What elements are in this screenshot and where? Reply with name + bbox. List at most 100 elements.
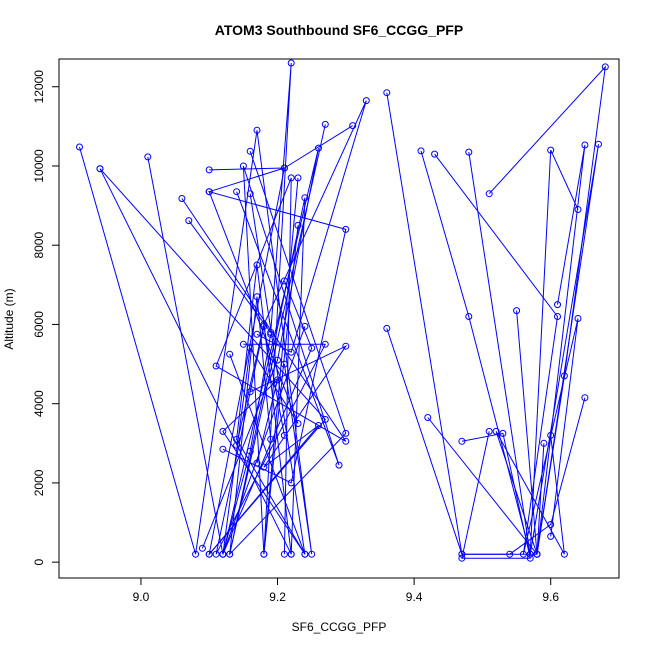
data-point: [547, 431, 555, 439]
data-point: [280, 431, 288, 439]
data-point: [253, 293, 261, 301]
data-point: [287, 59, 295, 67]
data-point: [294, 174, 302, 182]
data-point: [287, 348, 295, 356]
data-point: [321, 340, 329, 348]
data-point: [601, 63, 609, 71]
data-point: [301, 550, 309, 558]
chart-title: ATOM3 Southbound SF6_CCGG_PFP: [215, 22, 463, 38]
series-line: [488, 65, 607, 555]
data-point: [383, 89, 391, 97]
x-tick-label: 9.6: [542, 590, 559, 604]
data-point: [301, 322, 309, 330]
plot-frame: [58, 58, 620, 579]
data-point: [287, 550, 295, 558]
data-point: [267, 330, 275, 338]
y-tick-label: 6000: [32, 311, 46, 338]
data-point: [198, 544, 206, 552]
y-axis: 0 2000 4000 6000 8000 10000 12000: [32, 70, 60, 565]
data-point: [280, 277, 288, 285]
y-tick-label: 12000: [32, 70, 46, 104]
data-point: [321, 120, 329, 128]
data-point: [526, 554, 534, 562]
data-point: [253, 261, 261, 269]
data-point: [335, 461, 343, 469]
x-axis: 9.0 9.2 9.4 9.6: [133, 577, 559, 604]
data-point: [308, 344, 316, 352]
data-point: [233, 441, 241, 449]
data-point: [219, 445, 227, 453]
data-point: [315, 422, 322, 429]
y-tick-label: 10000: [32, 149, 46, 183]
data-series: [96, 120, 329, 558]
data-series: [178, 174, 350, 558]
data-point: [226, 550, 234, 558]
data-point: [233, 188, 241, 196]
data-series: [205, 342, 350, 558]
data-point: [226, 350, 234, 358]
data-point: [246, 388, 254, 396]
x-tick-label: 9.0: [133, 590, 150, 604]
data-point: [349, 122, 357, 130]
data-point: [205, 188, 213, 196]
series-line: [222, 280, 313, 555]
data-point: [431, 150, 439, 158]
series-line: [188, 62, 299, 555]
data-point: [342, 429, 350, 437]
data-series: [424, 414, 568, 558]
data-point: [308, 550, 316, 558]
data-point: [574, 206, 582, 213]
y-tick-label: 0: [32, 558, 46, 565]
series-line: [468, 144, 599, 555]
y-tick-label: 8000: [32, 232, 46, 259]
data-point: [212, 550, 220, 558]
series-line: [236, 100, 367, 446]
data-point: [280, 164, 288, 172]
data-point: [246, 190, 254, 198]
data-point: [253, 459, 261, 467]
data-point: [96, 165, 104, 173]
data-point: [342, 342, 350, 350]
data-point: [301, 194, 309, 202]
data-point: [533, 550, 541, 558]
data-point: [178, 195, 186, 202]
data-point: [362, 97, 370, 105]
y-tick-label: 4000: [32, 390, 46, 417]
series-line: [208, 344, 348, 555]
series-line: [147, 147, 319, 555]
data-point: [513, 307, 521, 315]
data-point: [315, 144, 322, 152]
data-point: [185, 217, 193, 225]
data-point: [560, 550, 568, 558]
series-line: [79, 130, 313, 555]
series-line: [461, 431, 531, 559]
series-layer: [76, 59, 609, 562]
data-series: [383, 324, 589, 558]
data-series: [226, 261, 309, 558]
series-line: [427, 417, 565, 555]
series-line: [229, 264, 306, 555]
data-point: [581, 141, 589, 149]
data-point: [144, 153, 152, 161]
data-point: [458, 437, 466, 445]
data-point: [294, 420, 302, 427]
data-series: [212, 322, 329, 558]
data-point: [342, 225, 350, 233]
data-point: [246, 447, 254, 455]
x-axis-label: SF6_CCGG_PFP: [292, 620, 387, 634]
y-tick-label: 2000: [32, 469, 46, 496]
series-line: [99, 124, 326, 555]
data-point: [506, 550, 514, 558]
data-point: [219, 427, 227, 435]
data-point: [294, 221, 302, 229]
data-point: [519, 550, 527, 558]
data-point: [547, 532, 555, 540]
series-line: [207, 167, 347, 484]
data-point: [465, 148, 473, 156]
data-series: [185, 59, 302, 558]
data-series: [233, 162, 343, 558]
data-point: [205, 550, 213, 558]
data-point: [554, 301, 561, 309]
data-point: [342, 437, 350, 445]
data-point: [212, 362, 220, 370]
